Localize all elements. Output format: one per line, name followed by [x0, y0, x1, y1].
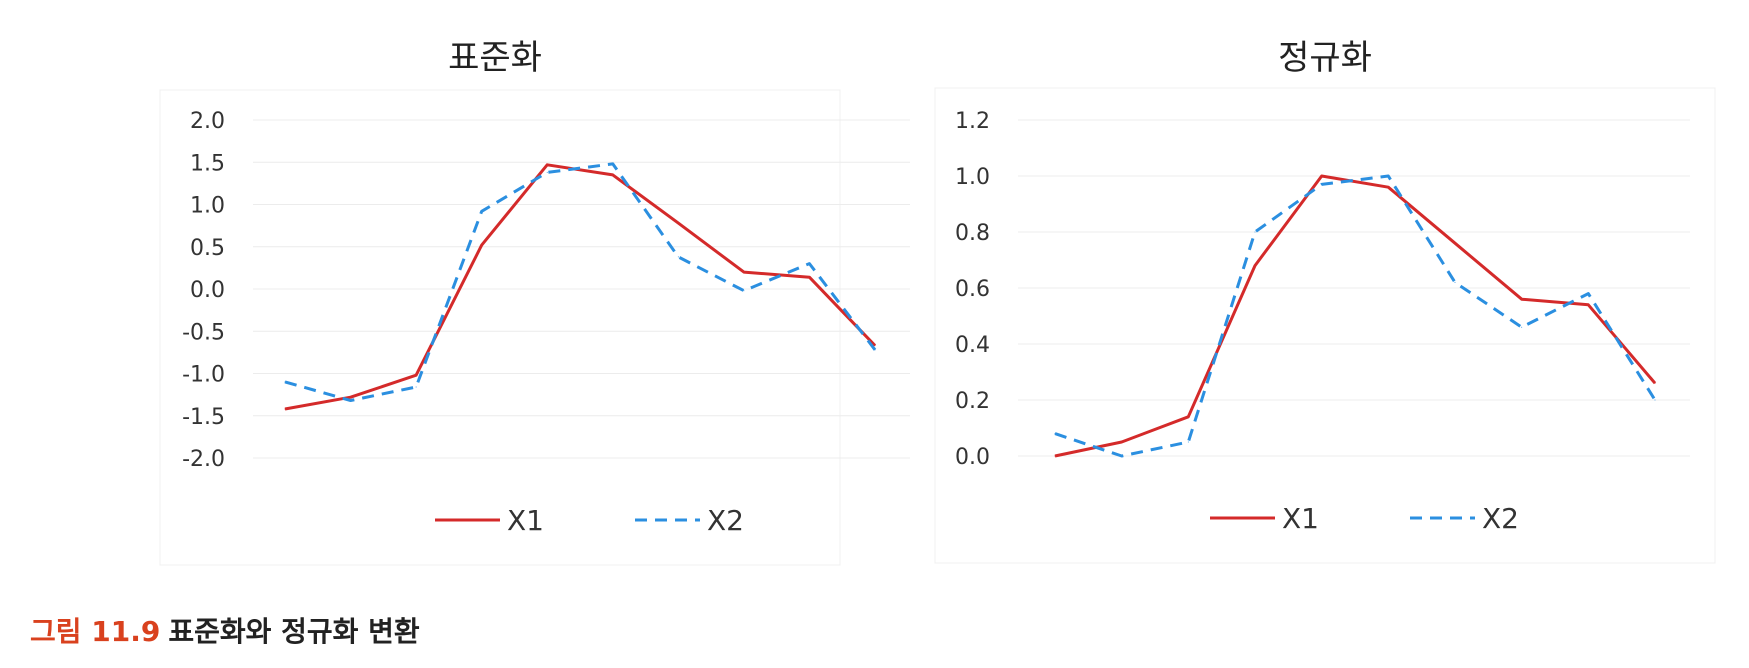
data-point-x1 [415, 374, 417, 376]
y-tick-label: 0.4 [955, 333, 990, 358]
data-point-x1 [1454, 242, 1456, 244]
data-point-x2 [612, 163, 614, 165]
y-tick-label: 0.2 [955, 389, 990, 414]
y-tick-label: 0.5 [190, 236, 225, 261]
data-point-x1 [1387, 186, 1389, 188]
y-tick-label: 2.0 [190, 109, 225, 134]
data-point-x2 [350, 400, 352, 402]
y-tick-label: 1.2 [955, 109, 990, 134]
data-point-x1 [284, 408, 286, 410]
data-point-x1 [1054, 455, 1056, 457]
data-point-x1 [874, 345, 876, 347]
data-point-x2 [481, 210, 483, 212]
data-point-x1 [743, 271, 745, 273]
data-point-x2 [1654, 399, 1656, 401]
data-point-x2 [546, 171, 548, 173]
figure-caption-text: 표준화와 정규화 변환 [168, 615, 420, 648]
plot-frame-0 [159, 89, 841, 566]
data-point-x2 [808, 263, 810, 265]
data-point-x2 [1187, 441, 1189, 443]
data-point-x1 [1654, 382, 1656, 384]
data-point-x1 [808, 276, 810, 278]
y-tick-label: 1.0 [190, 194, 225, 219]
series-line-x1 [1054, 174, 1657, 458]
data-point-x2 [1587, 293, 1589, 295]
data-point-x2 [743, 290, 745, 292]
data-point-x1 [1587, 304, 1589, 306]
y-tick-label: -2.0 [182, 447, 225, 472]
y-tick-label: 1.5 [190, 151, 225, 176]
data-point-x2 [284, 381, 286, 383]
y-tick-label: -1.0 [182, 363, 225, 388]
series-line-x2 [1054, 174, 1657, 458]
y-tick-label: 1.0 [955, 165, 990, 190]
figure-caption: 그림 11.9 표준화와 정규화 변환 [30, 610, 420, 650]
data-point-x2 [415, 386, 417, 388]
data-point-x2 [1321, 183, 1323, 185]
data-point-x1 [1321, 175, 1323, 177]
data-point-x2 [1121, 455, 1123, 457]
legend-label-x2: X2 [707, 504, 744, 537]
data-point-x2 [874, 349, 876, 351]
data-point-x1 [1254, 265, 1256, 267]
data-point-x2 [1521, 326, 1523, 328]
charts-canvas: 2.0 1.5 1.0 0.5 0.0 -0.5 -1.0 -1.5 -2.0 X1 X2 1.2 1.… [159, 87, 1716, 566]
series-line-x1 [284, 163, 877, 411]
data-point-x1 [481, 244, 483, 246]
chart-title-normalization: 정규화 [1278, 38, 1372, 78]
figure-label: 그림 11.9 [30, 615, 161, 648]
legend-label-x2: X2 [1482, 502, 1519, 535]
y-tick-label: 0.8 [955, 221, 990, 246]
y-tick-label: 0.0 [955, 445, 990, 470]
y-tick-label: 0.0 [190, 278, 225, 303]
data-point-x1 [350, 396, 352, 398]
data-point-x1 [1521, 298, 1523, 300]
y-tick-label: 0.6 [955, 277, 990, 302]
data-point-x2 [1054, 433, 1056, 435]
data-point-x2 [1254, 231, 1256, 233]
data-point-x1 [1187, 416, 1189, 418]
legend-label-x1: X1 [507, 504, 544, 537]
plot-frame-1 [934, 87, 1716, 564]
data-point-x1 [612, 174, 614, 176]
data-point-x2 [1387, 175, 1389, 177]
chart-title-standardization: 표준화 [448, 38, 542, 78]
data-point-x1 [546, 164, 548, 166]
data-point-x2 [1454, 281, 1456, 283]
data-point-x1 [1121, 441, 1123, 443]
y-tick-label: -1.5 [182, 405, 225, 430]
data-point-x2 [677, 256, 679, 258]
legend-label-x1: X1 [1282, 502, 1319, 535]
data-point-x1 [677, 222, 679, 224]
series-line-x2 [284, 162, 877, 402]
y-tick-label: -0.5 [182, 320, 225, 345]
